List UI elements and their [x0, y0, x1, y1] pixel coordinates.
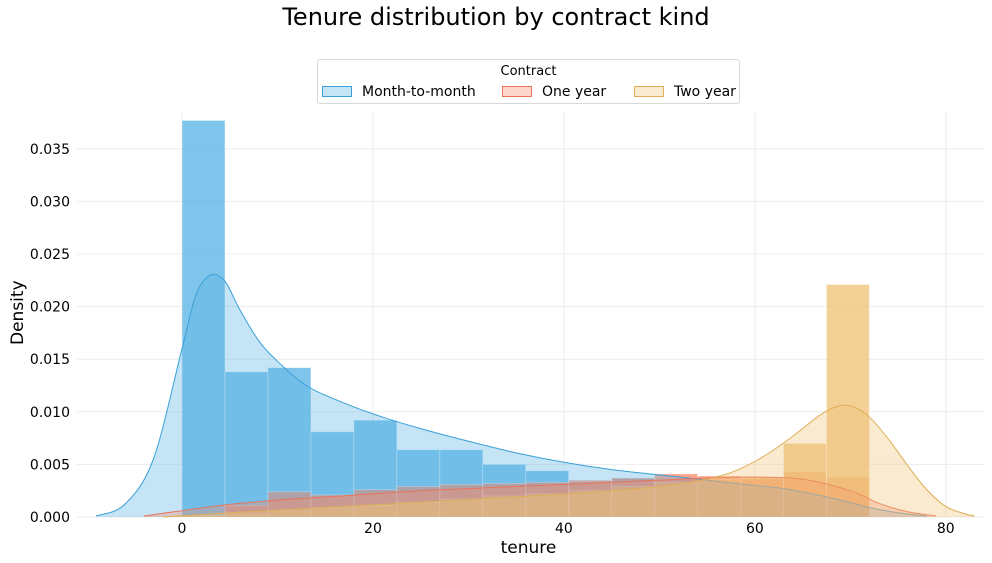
- legend-label: Month-to-month: [362, 84, 476, 100]
- legend-label: Two year: [674, 84, 736, 100]
- chart-title: Tenure distribution by contract kind: [282, 3, 710, 31]
- hist-bar-two-year: [826, 284, 870, 518]
- x-tick-label: 40: [555, 521, 573, 537]
- x-tick-label: 80: [937, 521, 955, 537]
- kde-line-two-year: [162, 404, 975, 518]
- kde-line-one-year: [143, 476, 937, 517]
- y-tick-label: 0.010: [30, 405, 70, 421]
- y-tick-label: 0.035: [30, 142, 70, 158]
- chart-legend: Contract Month-to-month One year Two yea…: [317, 59, 740, 104]
- y-tick-label: 0.030: [30, 194, 70, 210]
- y-tick-label: 0.005: [30, 457, 70, 473]
- legend-swatch: [502, 86, 532, 97]
- legend-swatch: [322, 86, 352, 97]
- kde-area-two-year: [162, 405, 975, 517]
- x-tick-label: 0: [178, 521, 187, 537]
- kde-line-month-to-month: [95, 273, 927, 517]
- y-tick-label: 0.015: [30, 352, 70, 368]
- legend-label: One year: [542, 84, 607, 100]
- x-tick-label: 60: [746, 521, 764, 537]
- legend-item-one-year: One year: [502, 84, 606, 100]
- y-tick-label: 0.020: [30, 300, 70, 316]
- legend-item-two-year: Two year: [634, 84, 736, 100]
- y-tick-label: 0.000: [30, 510, 70, 526]
- y-tick-label: 0.025: [30, 247, 70, 263]
- hist-bar-two-year: [611, 486, 656, 518]
- legend-swatch: [634, 86, 664, 97]
- kde-area-month-to-month: [96, 274, 927, 517]
- x-axis-label: tenure: [500, 538, 557, 558]
- legend-title: Contract: [500, 64, 557, 79]
- legend-item-month-to-month: Month-to-month: [322, 84, 476, 100]
- y-axis-label: Density: [8, 280, 28, 345]
- x-tick-label: 20: [364, 521, 382, 537]
